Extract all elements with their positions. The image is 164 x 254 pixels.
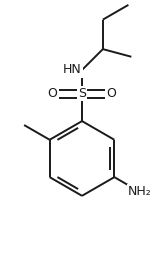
Text: S: S: [78, 87, 86, 100]
Text: O: O: [48, 87, 57, 100]
Text: O: O: [107, 87, 116, 100]
Text: NH₂: NH₂: [128, 185, 152, 198]
Text: HN: HN: [63, 64, 82, 76]
